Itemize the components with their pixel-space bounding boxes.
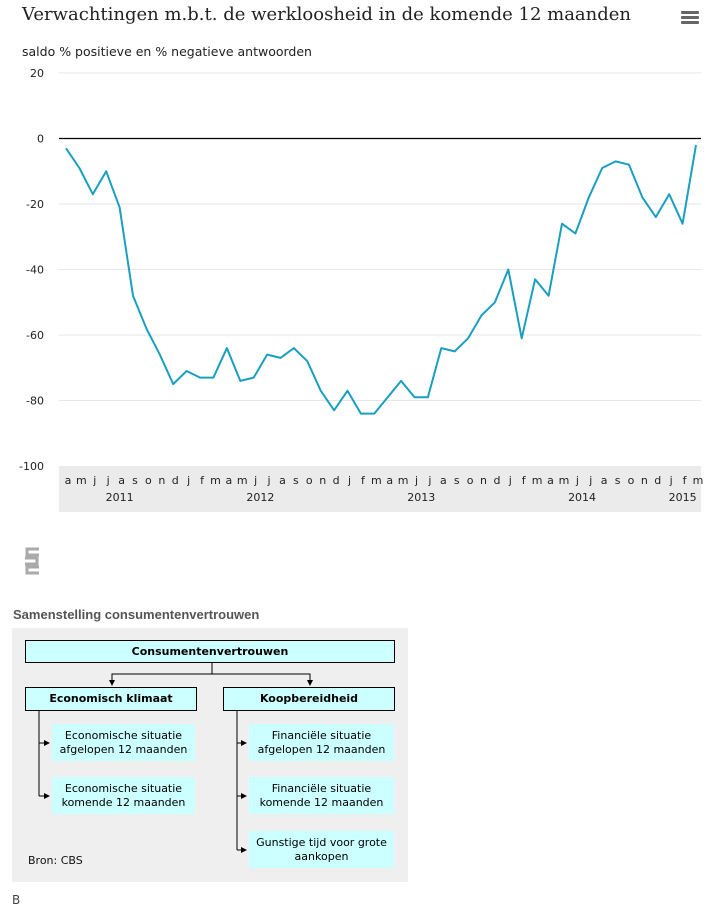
x-tick-label: n	[480, 474, 487, 487]
x-tick-label: a	[440, 474, 447, 487]
chart-grid	[59, 72, 701, 401]
x-tick-label: d	[172, 474, 179, 487]
x-tick-label: a	[547, 474, 554, 487]
x-year-label: 2012	[246, 491, 274, 504]
consumer-confidence-diagram: Consumentenvertrouwen Economisch klimaat…	[12, 628, 408, 882]
y-axis-label: saldo % positieve en % negatieve antwoor…	[22, 44, 312, 59]
x-tick-label: a	[386, 474, 393, 487]
x-tick-label: m	[559, 474, 570, 487]
x-axis-background	[59, 466, 701, 512]
series-line	[65, 144, 697, 415]
x-tick-label: a	[65, 474, 72, 487]
chart-title: Verwachtingen m.b.t. de werkloosheid in …	[22, 4, 632, 25]
box-root: Consumentenvertrouwen	[25, 640, 395, 663]
x-tick-label: s	[454, 474, 460, 487]
x-tick-label: a	[225, 474, 232, 487]
x-tick-label: s	[615, 474, 621, 487]
x-tick-label: j	[588, 474, 592, 487]
diagram-source: Bron: CBS	[28, 854, 83, 867]
x-tick-label: j	[427, 474, 431, 487]
x-tick-label: d	[493, 474, 500, 487]
x-tick-label: j	[253, 474, 257, 487]
y-tick-labels: 20 0 -20 -40 -60 -80 -100	[19, 67, 44, 473]
box-koopbereidheid: Koopbereidheid	[223, 687, 395, 711]
x-tick-label: j	[186, 474, 190, 487]
x-tick-label: m	[693, 474, 704, 487]
series-group	[65, 144, 697, 415]
box-economisch-klimaat: Economisch klimaat	[25, 687, 197, 711]
box-left-item-2: Economische situatie komende 12 maanden	[52, 777, 195, 814]
x-tick-label: j	[347, 474, 351, 487]
x-tick-label: s	[132, 474, 138, 487]
y-tick-label: -100	[19, 460, 44, 473]
diagram-title: Samenstelling consumentenvertrouwen	[13, 607, 260, 622]
x-tick-label: j	[92, 474, 96, 487]
x-tick-label: n	[319, 474, 326, 487]
diagram-connectors	[38, 663, 313, 853]
x-tick-label: m	[237, 474, 248, 487]
x-tick-label: o	[145, 474, 152, 487]
connector-root-left	[109, 663, 213, 686]
x-tick-label: m	[210, 474, 221, 487]
x-tick-label: m	[371, 474, 382, 487]
x-tick-label: o	[306, 474, 313, 487]
x-tick-label: j	[106, 474, 110, 487]
x-year-label: 2015	[669, 491, 697, 504]
x-tick-label: j	[575, 474, 579, 487]
connector-root-right	[212, 673, 313, 686]
x-tick-label: m	[76, 474, 87, 487]
x-tick-label: s	[293, 474, 299, 487]
x-year-label: 2014	[568, 491, 596, 504]
x-tick-label: m	[532, 474, 543, 487]
box-right-item-2: Financiële situatie komende 12 maanden	[249, 777, 394, 814]
box-right-item-3: Gunstige tijd voor grote aankopen	[249, 831, 394, 868]
y-tick-label: -80	[26, 395, 44, 408]
x-tick-label: m	[398, 474, 409, 487]
x-tick-label: f	[361, 474, 366, 487]
cbs-logo-icon	[25, 547, 39, 575]
x-tick-label: j	[508, 474, 512, 487]
hamburger-menu-icon[interactable]	[681, 11, 699, 25]
x-tick-label: o	[467, 474, 474, 487]
x-tick-label: f	[522, 474, 527, 487]
x-tick-label: j	[414, 474, 418, 487]
x-tick-label: d	[654, 474, 661, 487]
x-tick-label: f	[683, 474, 688, 487]
x-tick-label: j	[669, 474, 673, 487]
x-year-label: 2013	[407, 491, 435, 504]
x-tick-label: o	[628, 474, 635, 487]
x-tick-label: n	[158, 474, 165, 487]
x-year-label: 2011	[106, 491, 134, 504]
y-tick-label: 0	[37, 133, 44, 146]
x-tick-label: d	[333, 474, 340, 487]
x-tick-label: a	[118, 474, 125, 487]
x-tick-label: a	[601, 474, 608, 487]
x-tick-label: a	[279, 474, 286, 487]
x-tick-label: f	[200, 474, 205, 487]
box-right-item-1: Financiële situatie afgelopen 12 maanden	[249, 724, 394, 761]
y-tick-label: -20	[26, 198, 44, 211]
x-tick-label: j	[267, 474, 271, 487]
box-left-item-1: Economische situatie afgelopen 12 maande…	[52, 724, 195, 761]
y-tick-label: 20	[30, 67, 44, 80]
footer-text: B	[12, 893, 21, 907]
y-tick-label: -40	[26, 264, 44, 277]
x-tick-label: n	[641, 474, 648, 487]
y-tick-label: -60	[26, 329, 44, 342]
